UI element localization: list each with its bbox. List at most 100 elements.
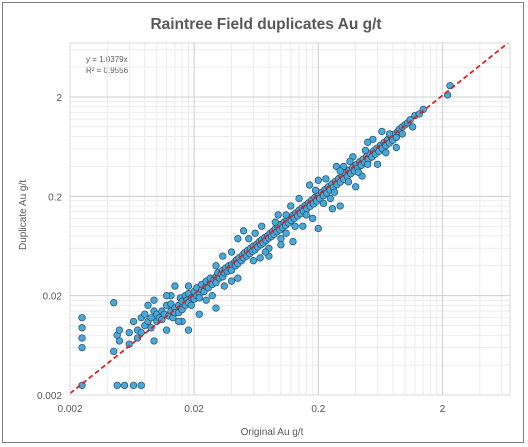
data-point bbox=[364, 160, 372, 169]
data-point bbox=[322, 175, 330, 183]
data-point bbox=[133, 334, 142, 342]
data-point bbox=[239, 227, 248, 235]
data-point bbox=[120, 381, 129, 390]
data-point bbox=[125, 340, 133, 348]
data-point bbox=[184, 282, 193, 290]
data-point bbox=[354, 168, 362, 176]
data-point bbox=[274, 211, 282, 219]
chart-title: Raintree Field duplicates Au g/t bbox=[150, 16, 381, 33]
data-point bbox=[378, 127, 386, 136]
data-point bbox=[150, 337, 158, 345]
data-point bbox=[258, 222, 266, 230]
data-point bbox=[171, 282, 179, 290]
tick-labels: 0.002 0.02 0.2 2 0.002 0.02 0.2 2 bbox=[37, 93, 446, 415]
x-tick-label: 0.02 bbox=[184, 404, 204, 415]
data-point bbox=[129, 381, 138, 390]
data-point bbox=[78, 343, 86, 352]
data-point bbox=[162, 326, 171, 334]
data-point bbox=[147, 314, 155, 322]
data-point bbox=[361, 146, 370, 155]
data-point bbox=[212, 262, 220, 270]
data-point bbox=[295, 194, 303, 203]
data-point bbox=[282, 229, 290, 237]
data-point bbox=[364, 138, 372, 146]
data-point bbox=[373, 160, 382, 169]
data-point bbox=[195, 310, 203, 318]
data-point bbox=[291, 222, 299, 230]
data-point bbox=[227, 266, 236, 274]
y-tick-label: 0.2 bbox=[48, 192, 62, 203]
y-tick-label: 0.002 bbox=[37, 391, 62, 402]
data-point bbox=[392, 133, 400, 142]
plot-area-border bbox=[69, 42, 511, 396]
data-point bbox=[299, 222, 307, 230]
data-point bbox=[162, 292, 171, 300]
data-point bbox=[314, 224, 322, 233]
data-point bbox=[195, 294, 203, 302]
trendline-equation: y = 1.0379x bbox=[86, 55, 128, 64]
data-point bbox=[336, 167, 344, 175]
data-point bbox=[330, 188, 339, 196]
data-point bbox=[141, 310, 149, 318]
data-point bbox=[319, 199, 328, 208]
data-point bbox=[382, 149, 390, 157]
data-point bbox=[282, 211, 290, 219]
data-point bbox=[115, 326, 124, 334]
data-point bbox=[251, 229, 259, 237]
data-point bbox=[144, 301, 152, 309]
data-point bbox=[311, 186, 320, 194]
data-point bbox=[302, 211, 310, 219]
data-point bbox=[220, 282, 228, 290]
data-point bbox=[249, 257, 258, 265]
data-point bbox=[271, 218, 279, 226]
data-point bbox=[408, 123, 417, 131]
x-tick-label: 2 bbox=[440, 404, 446, 415]
data-point bbox=[184, 326, 193, 334]
data-point bbox=[174, 317, 183, 326]
data-point bbox=[398, 130, 406, 138]
chart-frame: Raintree Field duplicates Au g/t Origina… bbox=[2, 2, 524, 443]
x-axis-label: Original Au g/t bbox=[241, 427, 304, 438]
data-point bbox=[287, 202, 295, 210]
data-point bbox=[137, 328, 145, 337]
data-point bbox=[78, 314, 86, 322]
data-point bbox=[344, 178, 353, 186]
x-tick-label: 0.2 bbox=[311, 404, 325, 415]
data-point bbox=[326, 194, 334, 203]
data-point bbox=[245, 235, 253, 243]
data-point bbox=[78, 324, 86, 332]
data-point bbox=[277, 241, 285, 249]
data-point bbox=[137, 381, 145, 390]
data-point bbox=[352, 183, 360, 191]
data-point bbox=[219, 252, 227, 260]
data-point bbox=[261, 248, 270, 256]
data-point bbox=[129, 317, 138, 326]
data-point bbox=[314, 176, 322, 184]
data-point bbox=[208, 292, 216, 300]
y-tick-label: 2 bbox=[56, 93, 62, 104]
data-point bbox=[346, 157, 354, 166]
data-point bbox=[110, 347, 118, 356]
x-tick-label: 0.002 bbox=[57, 404, 82, 415]
data-point bbox=[212, 304, 220, 312]
data-point bbox=[234, 235, 242, 243]
data-point bbox=[392, 143, 400, 152]
trendline bbox=[69, 42, 509, 395]
data-point bbox=[227, 248, 236, 256]
trendline-line bbox=[69, 42, 509, 395]
data-point bbox=[125, 328, 133, 337]
scatter-chart: Raintree Field duplicates Au g/t Origina… bbox=[18, 16, 511, 438]
data-point bbox=[187, 301, 196, 309]
data-point bbox=[336, 202, 344, 210]
data-point bbox=[234, 274, 242, 282]
y-axis-label: Duplicate Au g/t bbox=[18, 180, 29, 250]
data-point bbox=[256, 254, 264, 262]
data-point bbox=[202, 296, 210, 304]
data-point bbox=[227, 277, 236, 285]
data-point bbox=[78, 334, 86, 342]
data-point bbox=[328, 205, 337, 213]
data-point bbox=[308, 214, 317, 223]
data-point bbox=[150, 296, 158, 304]
data-point bbox=[305, 181, 314, 189]
grid bbox=[69, 43, 510, 396]
